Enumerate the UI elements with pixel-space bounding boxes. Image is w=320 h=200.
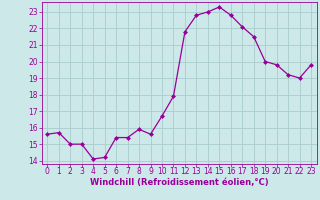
X-axis label: Windchill (Refroidissement éolien,°C): Windchill (Refroidissement éolien,°C) <box>90 178 268 187</box>
